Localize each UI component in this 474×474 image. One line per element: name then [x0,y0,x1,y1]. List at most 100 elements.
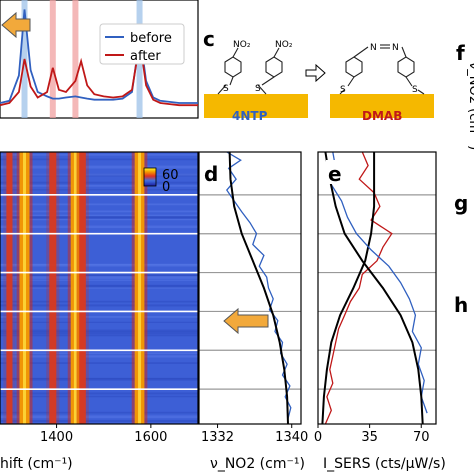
heatmap-bands [3,152,148,424]
panel-e-line-red-fit [321,152,376,425]
heatmap-xtick-label: 1400 [40,430,73,445]
heatmap-stripe [0,279,198,281]
panel-e-xtick-label: 35 [361,430,378,445]
panel-e-x-ticks: 0 35 70 [314,424,430,445]
heatmap-x-ticks: 1400 1600 [40,424,167,445]
ntp-no2-right: NO₂ [275,40,293,50]
dmab-molecule [339,44,425,95]
heatmap-stripe [0,420,198,422]
colorbar: 60 0 [143,167,179,195]
dmab-n2: N [392,43,399,53]
heatmap-stripe [0,184,198,187]
panel-e: e 0 35 70 I_SERS (cts/μW/s) [314,151,446,472]
dmab-n1: N [370,43,377,53]
panel-d-line-fit [228,151,289,425]
heatmap-stripe [0,284,198,286]
heatmap-stripe [0,189,198,191]
heatmap-stripe [0,392,198,395]
ntp-label: 4NTP [232,109,268,123]
reaction-arrow-icon [305,63,326,83]
spectrum-line-after [0,41,198,107]
panel-e-frame [317,151,437,425]
heatmap-xlabel: hift (cm⁻¹) [0,456,73,472]
heatmap-stripe [0,316,198,318]
ntp-no2-left: NO₂ [233,40,251,50]
panel-d-xtick-label: 1332 [201,430,234,445]
heatmap-stripe [0,362,198,364]
heatmap-stripe [0,158,198,161]
heatmap-stripe [0,377,198,381]
colorbar-gradient [143,167,157,187]
dmab-label: DMAB [362,109,402,123]
heatmap-panel: 60 0 1400 1600 hift (cm⁻¹) [0,151,199,472]
ntp-s-left: S [223,84,229,94]
left-arrow-icon [1,11,31,39]
heatmap-stripe [0,225,198,229]
panel-d-xtick-label: 1340 [275,430,308,445]
molecule-diagram: c 4NTP DMAB NO₂ NO₂ S S [203,27,434,123]
colorbar-max-label: 60 [162,168,179,183]
gold-substrate-left [204,94,308,118]
heatmap-stripe [0,329,198,331]
heatmap-stripe [0,210,198,213]
heatmap-stripe [0,274,198,277]
panel-d: d 1332 1340 ν_NO2 (cm⁻¹) [198,151,308,472]
dmab-s-right: S [412,85,418,95]
heatmap-band-4 [79,152,86,424]
ntp-s-right: S [255,84,261,94]
heatmap-stripe [0,304,198,307]
heatmap-stripe [0,276,198,279]
heatmap-stripe [0,181,198,184]
spectra-lines [0,9,198,107]
heatmap-stripe [0,334,198,337]
heatmap-xtick-label: 1600 [134,430,167,445]
panel-label-c: c [203,27,215,51]
gold-substrate-right [330,94,434,118]
panel-label-h: h [454,293,468,317]
heatmap-separators [0,194,198,390]
colorbar-min-label: 0 [162,180,170,195]
panel-e-bg [318,152,436,424]
heatmap-texture [0,153,198,422]
panel-e-line-blue-fit [324,151,424,425]
heatmap-stripe [0,286,198,288]
panel-label-e: e [328,162,342,186]
heatmap-stripe [0,321,198,323]
heatmap-band-core-5 [138,152,142,424]
panel-d-xlabel: ν_NO2 (cm⁻¹) [210,456,305,472]
heatmap-stripe [0,300,198,303]
spectra-legend: before after [99,23,185,65]
panel-e-xtick-label: 70 [413,430,430,445]
heatmap-band-core-1 [23,152,27,424]
panel-d-label-bg [203,160,227,184]
panel-e-xtick-label: 0 [314,430,322,445]
heatmap-stripe [0,174,198,176]
heatmap-stripe [0,415,198,419]
panel-d-separators [199,194,301,390]
panel-e-label-bg [326,160,348,184]
heatmap-stripe [0,331,198,335]
legend-before-label: before [130,31,172,46]
heatmap-band-0 [6,152,13,424]
heatmap-stripe [0,411,198,414]
legend-after-label: after [130,49,161,64]
heatmap-frame [0,151,199,425]
ntp-molecule [217,47,283,95]
panel-e-separators [318,194,436,390]
spectra-marker-1 [49,0,56,118]
heatmap-band-core-3 [73,152,77,424]
heatmap-stripe [0,203,198,206]
panel-label-f: f [456,41,465,65]
spectra-marker-2 [72,0,79,118]
panel-d-x-ticks: 1332 1340 [201,424,308,445]
panel-d-lines [225,151,292,425]
panel-d-line-data [225,151,292,419]
spectrum-line-before [0,9,198,104]
panel-e-line-red-data [324,151,393,425]
panel-e-line-blue-data [330,151,428,414]
panel-f-ylabel: ν_NO2 (cm⁻¹) [466,62,474,150]
panel-label-d: d [204,162,218,186]
right-side-labels: f ν_NO2 (cm⁻¹) g h [454,41,474,317]
heatmap-stripe [0,330,198,332]
